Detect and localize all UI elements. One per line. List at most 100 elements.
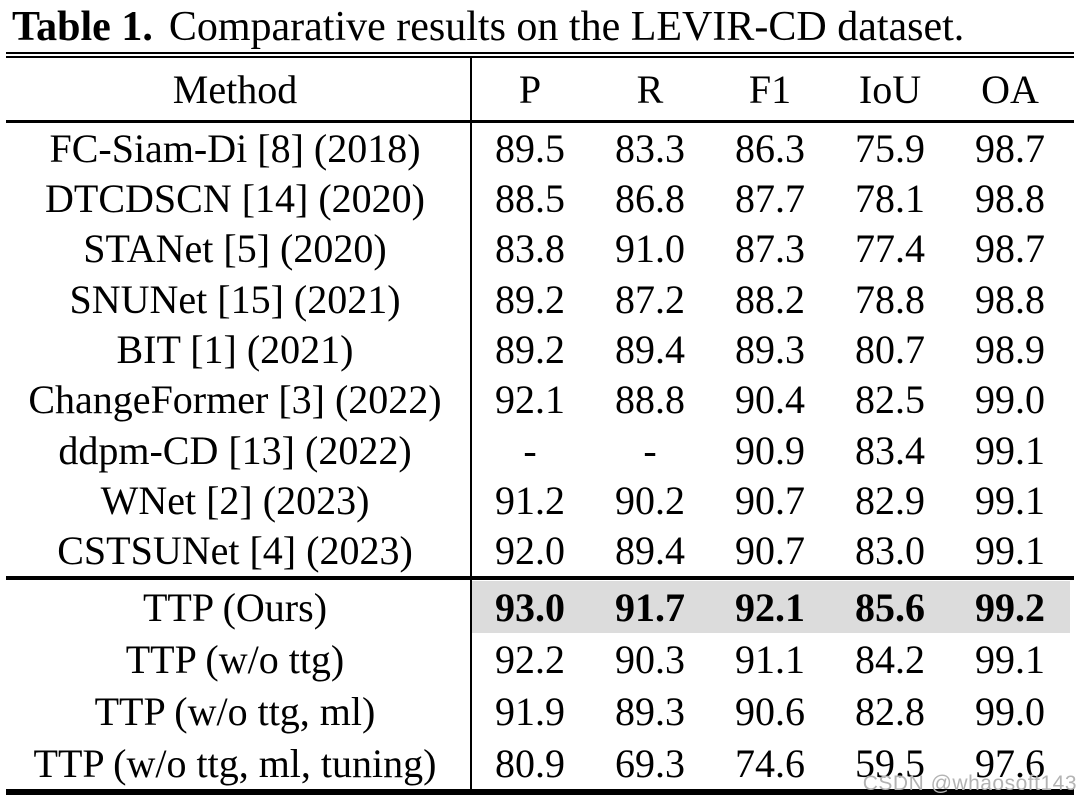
method-cell: ChangeFormer [3] (2022) bbox=[28, 377, 442, 423]
value-cell: 82.8 bbox=[855, 688, 925, 734]
value-cell: 99.0 bbox=[975, 377, 1045, 423]
value-cell: 78.8 bbox=[855, 276, 925, 322]
value-cell: 99.2 bbox=[975, 584, 1045, 630]
rule-section-divider bbox=[6, 576, 1074, 580]
value-cell: 69.3 bbox=[615, 740, 685, 786]
value-cell: 90.3 bbox=[615, 636, 685, 682]
method-cell: BIT [1] (2021) bbox=[116, 326, 354, 372]
value-cell: - bbox=[523, 427, 537, 473]
value-cell: 75.9 bbox=[855, 125, 925, 171]
value-cell: 89.5 bbox=[495, 125, 565, 171]
values-band: 92.2 90.3 91.1 84.2 99.1 bbox=[470, 633, 1070, 685]
column-header-metric: P bbox=[518, 66, 542, 112]
value-cell: 93.0 bbox=[495, 584, 565, 630]
table-caption: Table 1. Comparative results on the LEVIR… bbox=[12, 2, 1072, 52]
table-row: BIT [1] (2021) 89.2 89.4 89.3 80.7 98.9 bbox=[0, 324, 1080, 374]
value-cell: 99.1 bbox=[975, 427, 1045, 473]
ablation-rows: TTP (Ours) 93.0 91.7 92.1 85.6 99.2 TTP (w/o t… bbox=[0, 581, 1080, 789]
table-row: SNUNet [15] (2021) 89.2 87.2 88.2 78.8 98.8 bbox=[0, 274, 1080, 324]
value-cell: 59.5 bbox=[855, 740, 925, 786]
value-cell: 99.1 bbox=[975, 636, 1045, 682]
values-band: 83.8 91.0 87.3 77.4 98.7 bbox=[470, 224, 1070, 274]
values-band: 80.9 69.3 74.6 59.5 97.6 bbox=[470, 737, 1070, 789]
method-cell: ddpm-CD [13] (2022) bbox=[58, 427, 412, 473]
method-cell: TTP (w/o ttg) bbox=[125, 636, 345, 682]
value-cell: 99.0 bbox=[975, 688, 1045, 734]
value-cell: 90.7 bbox=[735, 477, 805, 523]
method-cell: TTP (w/o ttg, ml) bbox=[94, 688, 376, 734]
value-cell: 91.9 bbox=[495, 688, 565, 734]
column-header-metric: R bbox=[636, 66, 664, 112]
values-band: 92.1 88.8 90.4 82.5 99.0 bbox=[470, 375, 1070, 425]
method-cell: STANet [5] (2020) bbox=[83, 226, 387, 272]
value-cell: 89.4 bbox=[615, 326, 685, 372]
value-cell: 98.8 bbox=[975, 175, 1045, 221]
value-cell: 88.8 bbox=[615, 377, 685, 423]
values-band: 92.0 89.4 90.7 83.0 99.1 bbox=[470, 526, 1070, 576]
value-cell: 89.3 bbox=[615, 688, 685, 734]
value-cell: 87.7 bbox=[735, 175, 805, 221]
method-cell: CSTSUNet [4] (2023) bbox=[57, 528, 413, 574]
value-cell: 89.2 bbox=[495, 326, 565, 372]
comparison-rows: FC-Siam-Di [8] (2018) 89.5 83.3 86.3 75.9 98.… bbox=[0, 123, 1080, 576]
value-cell: 74.6 bbox=[735, 740, 805, 786]
table-row: TTP (Ours) 93.0 91.7 92.1 85.6 99.2 bbox=[0, 581, 1080, 633]
value-cell: 90.7 bbox=[735, 528, 805, 574]
method-cell: WNet [2] (2023) bbox=[100, 477, 370, 523]
rule-vertical-divider bbox=[470, 58, 472, 789]
method-cell: DTCDSCN [14] (2020) bbox=[45, 175, 425, 221]
value-cell: 90.9 bbox=[735, 427, 805, 473]
value-cell: 88.2 bbox=[735, 276, 805, 322]
column-header-method: Method bbox=[172, 66, 298, 112]
values-band: 89.5 83.3 86.3 75.9 98.7 bbox=[470, 123, 1070, 173]
table-row: FC-Siam-Di [8] (2018) 89.5 83.3 86.3 75.9 98.… bbox=[0, 123, 1080, 173]
value-cell: 86.3 bbox=[735, 125, 805, 171]
method-cell: FC-Siam-Di [8] (2018) bbox=[49, 125, 421, 171]
table-row: CSTSUNet [4] (2023) 92.0 89.4 90.7 83.0 99.1 bbox=[0, 526, 1080, 576]
value-cell: 97.6 bbox=[975, 740, 1045, 786]
column-header-metric: IoU bbox=[858, 66, 922, 112]
table-row: STANet [5] (2020) 83.8 91.0 87.3 77.4 98.7 bbox=[0, 224, 1080, 274]
value-cell: 92.2 bbox=[495, 636, 565, 682]
table-caption-number: Table 1. bbox=[12, 4, 153, 50]
values-band: 91.2 90.2 90.7 82.9 99.1 bbox=[470, 475, 1070, 525]
method-cell: SNUNet [15] (2021) bbox=[69, 276, 401, 322]
value-cell: 89.2 bbox=[495, 276, 565, 322]
values-band: 89.2 87.2 88.2 78.8 98.8 bbox=[470, 274, 1070, 324]
value-cell: 83.4 bbox=[855, 427, 925, 473]
value-cell: 98.9 bbox=[975, 326, 1045, 372]
value-cell: 87.3 bbox=[735, 226, 805, 272]
value-cell: 82.9 bbox=[855, 477, 925, 523]
value-cell: 90.2 bbox=[615, 477, 685, 523]
watermark: CSDN @whaosoft143 bbox=[862, 772, 1077, 795]
value-cell: 83.8 bbox=[495, 226, 565, 272]
rule-bottom bbox=[6, 789, 1074, 795]
value-cell: 88.5 bbox=[495, 175, 565, 221]
value-cell: 78.1 bbox=[855, 175, 925, 221]
table-caption-text: Comparative results on the LEVIR-CD data… bbox=[168, 4, 965, 50]
table-row: WNet [2] (2023) 91.2 90.2 90.7 82.9 99.1 bbox=[0, 475, 1080, 525]
method-cell: TTP (Ours) bbox=[142, 584, 328, 630]
value-cell: 84.2 bbox=[855, 636, 925, 682]
column-header-metric: OA bbox=[981, 66, 1039, 112]
value-cell: 83.0 bbox=[855, 528, 925, 574]
rule-top-double bbox=[6, 52, 1074, 58]
value-cell: 86.8 bbox=[615, 175, 685, 221]
table-row: ddpm-CD [13] (2022) - - 90.9 83.4 99.1 bbox=[0, 425, 1080, 475]
value-cell: 89.4 bbox=[615, 528, 685, 574]
table-header-row: Method P R F1 IoU OA bbox=[0, 58, 1080, 120]
value-cell: 91.7 bbox=[615, 584, 685, 630]
value-cell: 92.1 bbox=[495, 377, 565, 423]
values-band: 89.2 89.4 89.3 80.7 98.9 bbox=[470, 324, 1070, 374]
value-cell: 99.1 bbox=[975, 477, 1045, 523]
value-cell: 82.5 bbox=[855, 377, 925, 423]
table-row: TTP (w/o ttg, ml) 91.9 89.3 90.6 82.8 99.0 bbox=[0, 685, 1080, 737]
value-cell: 83.3 bbox=[615, 125, 685, 171]
value-cell: 90.4 bbox=[735, 377, 805, 423]
rule-below-header bbox=[6, 120, 1074, 123]
value-cell: 92.1 bbox=[735, 584, 805, 630]
value-cell: 98.7 bbox=[975, 226, 1045, 272]
value-cell: - bbox=[643, 427, 657, 473]
value-cell: 87.2 bbox=[615, 276, 685, 322]
